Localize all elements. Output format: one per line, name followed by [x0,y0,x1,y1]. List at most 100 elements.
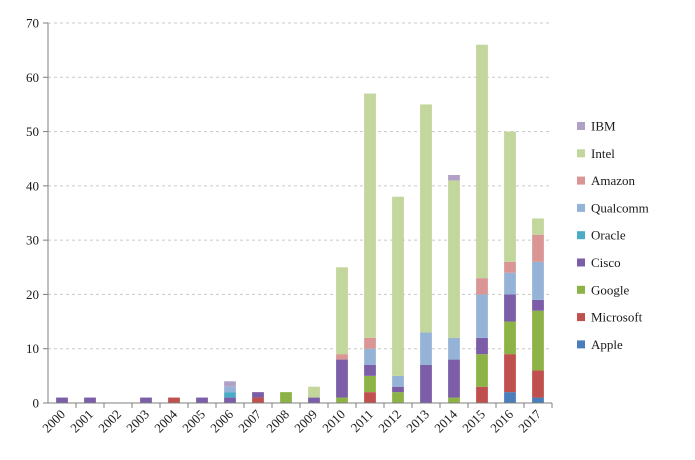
bar-segment-microsoft-2016 [504,354,516,393]
legend-swatch-apple [577,340,585,349]
legend-swatch-google [577,285,585,294]
bar-segment-cisco-2011 [364,365,376,376]
legend-label-google: Google [591,282,630,297]
bars [56,44,544,403]
x-tick-label: 2016 [487,406,516,435]
bar-segment-microsoft-2015 [476,386,488,403]
bar-segment-amazon-2015 [476,278,488,295]
legend-label-qualcomm: Qualcomm [591,200,649,215]
legend-swatch-microsoft [577,313,585,322]
bar-segment-amazon-2016 [504,261,516,273]
legend: IBM Intel Amazon Qualcomm Oracle Cisco Google M… [577,119,649,352]
bar-segment-google-2012 [392,392,404,403]
bar-segment-intel-2012 [392,196,404,376]
bar-segment-amazon-2010 [336,354,348,360]
bar-segment-cisco-2003 [140,397,152,403]
legend-swatch-ibm [577,122,585,130]
bar-segment-microsoft-2007 [252,397,264,403]
bar-segment-cisco-2015 [476,337,488,355]
y-tick-label: 10 [26,341,39,356]
y-tick-label: 40 [26,178,39,193]
legend-label-cisco: Cisco [591,255,621,270]
bar-segment-cisco-2007 [252,392,264,398]
bar-segment-google-2010 [336,397,348,403]
legend-label-oracle: Oracle [591,228,626,243]
gridlines [48,22,552,350]
y-tick-label: 70 [26,16,39,31]
bar-segment-intel-2011 [364,93,376,338]
bar-segment-qualcomm-2015 [476,294,488,338]
bar-segment-google-2014 [448,397,460,403]
bar-segment-cisco-2016 [504,294,516,322]
y-tick-label: 20 [26,287,39,302]
bar-segment-intel-2014 [448,180,460,338]
bar-segment-microsoft-2017 [532,370,544,398]
bar-segment-cisco-2010 [336,359,348,398]
legend-swatch-qualcomm [577,203,585,212]
bar-segment-google-2015 [476,354,488,387]
bar-segment-intel-2015 [476,44,488,279]
x-tick-label: 2011 [347,407,376,436]
y-tick-label: 60 [26,70,39,85]
bar-segment-qualcomm-2017 [532,261,544,300]
bar-segment-amazon-2011 [364,337,376,349]
legend-label-microsoft: Microsoft [591,310,643,325]
y-tick-label: 0 [33,396,40,411]
bar-segment-google-2011 [364,375,376,393]
x-tick-label: 2007 [235,406,264,435]
bar-segment-qualcomm-2014 [448,337,460,360]
legend-label-amazon: Amazon [591,173,636,188]
bar-segment-cisco-2017 [532,299,544,311]
x-tick-label: 2006 [207,406,236,435]
legend-swatch-intel [577,149,585,158]
legend-swatch-cisco [577,258,585,267]
bar-segment-amazon-2017 [532,234,544,262]
bar-segment-qualcomm-2011 [364,348,376,365]
bar-segment-qualcomm-2016 [504,272,516,295]
bar-segment-qualcomm-2012 [392,375,404,387]
legend-label-intel: Intel [591,146,615,161]
x-tick-label: 2008 [263,407,292,436]
bar-segment-google-2008 [280,392,292,403]
legend-label-ibm: IBM [591,119,616,134]
bar-segment-ibm-2006 [224,381,236,387]
x-tick-label: 2017 [515,406,544,435]
bar-segment-qualcomm-2006 [224,386,236,393]
bar-segment-microsoft-2004 [168,397,180,403]
bar-segment-oracle-2006 [224,392,236,398]
legend-swatch-oracle [577,231,585,240]
bar-segment-microsoft-2011 [364,392,376,403]
bar-segment-cisco-2013 [420,365,432,403]
bar-segment-intel-2016 [504,131,516,262]
bar-segment-cisco-2012 [392,386,404,393]
x-tick-label: 2004 [151,406,180,435]
bar-segment-intel-2013 [420,104,432,333]
bar-segment-qualcomm-2013 [420,332,432,365]
bar-segment-cisco-2000 [56,397,68,403]
legend-label-apple: Apple [591,337,623,352]
bar-segment-intel-2017 [532,218,544,235]
bar-segment-apple-2016 [504,392,516,403]
bar-segment-intel-2010 [336,267,348,355]
bar-segment-cisco-2006 [224,397,236,403]
bar-segment-cisco-2009 [308,397,320,403]
y-tick-label: 30 [26,233,39,248]
bar-segment-cisco-2014 [448,359,460,398]
bar-segment-cisco-2005 [196,397,208,403]
bar-segment-google-2017 [532,310,544,371]
x-tick-label: 2005 [179,407,208,436]
x-tick-label: 2003 [123,407,152,436]
legend-swatch-amazon [577,176,585,185]
bar-segment-intel-2009 [308,386,320,398]
bar-segment-ibm-2014 [448,175,460,181]
bar-segment-apple-2017 [532,397,544,403]
x-tick-label: 2015 [459,407,488,436]
x-tick-label: 2000 [39,407,68,436]
y-tick-label: 50 [26,124,39,139]
x-tick-label: 2001 [67,407,96,436]
x-tick-label: 2012 [375,407,404,436]
x-tick-label: 2002 [95,407,124,436]
